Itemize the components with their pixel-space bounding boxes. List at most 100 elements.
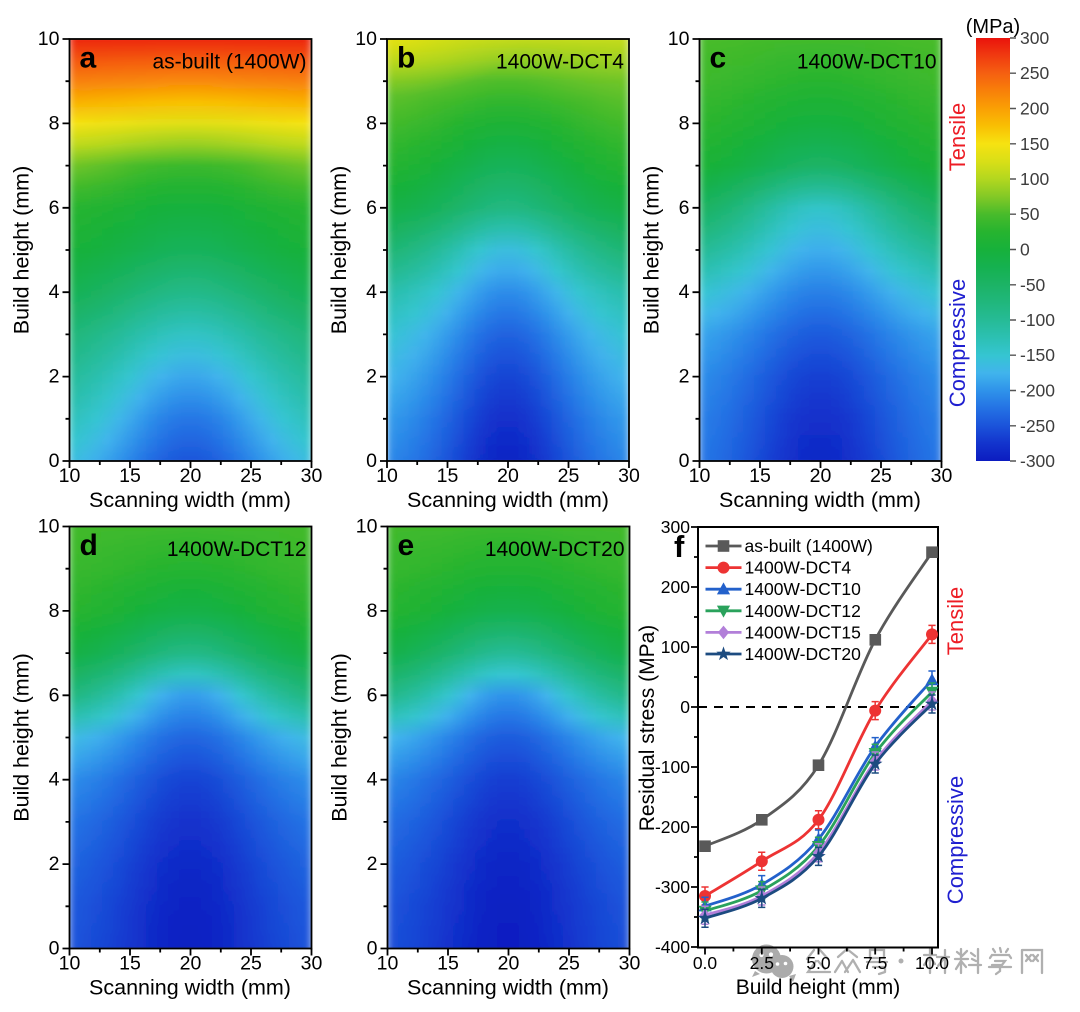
- svg-text:Build height (mm): Build height (mm): [640, 166, 664, 334]
- svg-text:-100: -100: [655, 757, 690, 777]
- svg-text:1400W-DCT12: 1400W-DCT12: [167, 538, 307, 561]
- svg-text:-200: -200: [1020, 381, 1055, 401]
- svg-text:8: 8: [366, 112, 377, 134]
- svg-text:150: 150: [1020, 134, 1049, 154]
- svg-text:8: 8: [49, 600, 60, 622]
- svg-text:10: 10: [356, 516, 378, 538]
- svg-text:-50: -50: [1020, 275, 1046, 295]
- svg-text:30: 30: [618, 465, 640, 487]
- svg-text:0: 0: [680, 697, 690, 717]
- svg-text:Build height (mm): Build height (mm): [736, 976, 901, 999]
- svg-text:8: 8: [679, 112, 690, 134]
- svg-text:200: 200: [661, 577, 690, 597]
- svg-text:1400W-DCT10: 1400W-DCT10: [797, 51, 937, 74]
- svg-text:25: 25: [558, 465, 580, 487]
- svg-text:30: 30: [301, 465, 323, 487]
- svg-text:30: 30: [931, 465, 953, 487]
- svg-text:10: 10: [668, 28, 690, 50]
- svg-text:1400W-DCT4: 1400W-DCT4: [745, 558, 852, 578]
- svg-text:Scanning width (mm): Scanning width (mm): [407, 488, 609, 512]
- svg-text:20: 20: [180, 465, 202, 487]
- svg-text:20: 20: [497, 465, 519, 487]
- svg-text:Scanning width (mm): Scanning width (mm): [719, 488, 921, 512]
- svg-text:10: 10: [376, 465, 398, 487]
- svg-text:-400: -400: [655, 937, 690, 957]
- svg-text:4: 4: [49, 281, 60, 303]
- svg-text:6: 6: [367, 684, 378, 706]
- svg-text:2.5: 2.5: [750, 953, 774, 973]
- svg-text:15: 15: [437, 465, 459, 487]
- svg-text:200: 200: [1020, 99, 1049, 119]
- svg-text:15: 15: [119, 465, 141, 487]
- svg-text:c: c: [710, 42, 727, 75]
- svg-text:b: b: [397, 42, 415, 75]
- svg-text:Compressive: Compressive: [945, 279, 970, 407]
- svg-text:5.0: 5.0: [806, 953, 831, 973]
- svg-text:Build height (mm): Build height (mm): [10, 166, 34, 334]
- svg-text:6: 6: [49, 684, 60, 706]
- svg-text:100: 100: [1020, 169, 1049, 189]
- svg-text:Scanning width (mm): Scanning width (mm): [89, 976, 291, 1000]
- svg-text:a: a: [80, 42, 97, 75]
- svg-text:1400W-DCT12: 1400W-DCT12: [745, 601, 861, 621]
- svg-text:1400W-DCT10: 1400W-DCT10: [745, 579, 862, 599]
- svg-text:6: 6: [366, 197, 377, 219]
- svg-text:2: 2: [366, 366, 377, 388]
- svg-text:Build height (mm): Build height (mm): [328, 653, 352, 821]
- svg-text:25: 25: [240, 465, 262, 487]
- svg-text:0: 0: [49, 450, 60, 472]
- svg-text:Build height (mm): Build height (mm): [327, 166, 351, 334]
- svg-text:1400W-DCT20: 1400W-DCT20: [485, 538, 625, 561]
- svg-text:10: 10: [59, 953, 81, 975]
- svg-text:0: 0: [49, 938, 60, 960]
- svg-text:2: 2: [367, 853, 378, 875]
- svg-text:-300: -300: [1020, 451, 1055, 471]
- svg-text:2: 2: [679, 366, 690, 388]
- svg-text:2: 2: [49, 853, 60, 875]
- svg-text:7.5: 7.5: [863, 953, 887, 973]
- svg-text:4: 4: [49, 769, 60, 791]
- svg-text:-100: -100: [1020, 310, 1055, 330]
- svg-text:1400W-DCT15: 1400W-DCT15: [745, 622, 861, 642]
- svg-text:50: 50: [1020, 204, 1040, 224]
- svg-text:6: 6: [49, 197, 60, 219]
- svg-text:4: 4: [366, 281, 377, 303]
- svg-text:10: 10: [689, 465, 711, 487]
- svg-text:2: 2: [49, 366, 60, 388]
- svg-text:0: 0: [366, 450, 377, 472]
- svg-text:-200: -200: [655, 817, 690, 837]
- svg-text:100: 100: [661, 637, 690, 657]
- svg-text:15: 15: [119, 953, 141, 975]
- svg-text:-150: -150: [1020, 345, 1055, 365]
- svg-text:d: d: [80, 529, 98, 562]
- svg-text:0: 0: [367, 938, 378, 960]
- svg-text:0.0: 0.0: [693, 953, 718, 973]
- svg-text:1400W-DCT20: 1400W-DCT20: [745, 644, 862, 664]
- svg-text:Tensile: Tensile: [943, 587, 968, 655]
- svg-text:20: 20: [180, 953, 202, 975]
- svg-text:e: e: [398, 529, 415, 562]
- svg-text:300: 300: [1020, 28, 1049, 48]
- svg-text:0: 0: [1020, 240, 1030, 260]
- svg-text:25: 25: [870, 465, 892, 487]
- svg-text:25: 25: [558, 953, 580, 975]
- svg-text:Tensile: Tensile: [945, 103, 970, 171]
- svg-text:6: 6: [679, 197, 690, 219]
- svg-text:20: 20: [498, 953, 520, 975]
- svg-text:10: 10: [38, 516, 60, 538]
- svg-text:250: 250: [1020, 63, 1049, 83]
- svg-text:15: 15: [749, 465, 771, 487]
- svg-text:4: 4: [367, 769, 378, 791]
- svg-text:10.0: 10.0: [915, 953, 949, 973]
- svg-text:0: 0: [679, 450, 690, 472]
- svg-text:Scanning width (mm): Scanning width (mm): [407, 976, 609, 1000]
- svg-text:Build height (mm): Build height (mm): [10, 653, 34, 821]
- svg-text:1400W-DCT4: 1400W-DCT4: [496, 51, 624, 74]
- svg-text:20: 20: [810, 465, 832, 487]
- svg-text:as-built (1400W): as-built (1400W): [152, 51, 306, 74]
- svg-text:10: 10: [377, 953, 399, 975]
- svg-text:as-built (1400W): as-built (1400W): [745, 536, 873, 556]
- svg-text:-250: -250: [1020, 416, 1055, 436]
- svg-text:-300: -300: [655, 877, 690, 897]
- svg-text:Compressive: Compressive: [943, 776, 968, 904]
